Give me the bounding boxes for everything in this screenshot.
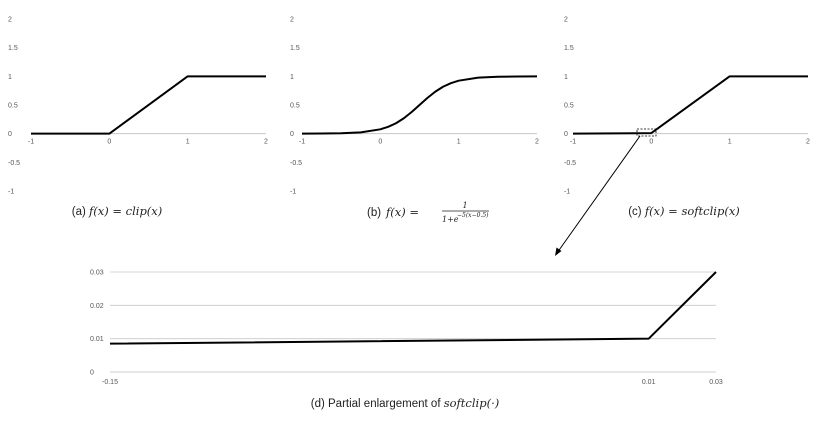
caption-softclip: (c) f(x) = softclip(x) [628, 204, 740, 218]
caption-sigmoid-formula: f(x) = [385, 205, 419, 219]
y-tick-label: 2 [8, 17, 12, 24]
caption-sigmoid-numerator: 1 [462, 201, 467, 210]
y-tick-label: 1 [290, 74, 294, 81]
x-tick-label: -1 [28, 139, 34, 146]
caption-softclip-formula: f(x) = softclip(x) [644, 204, 740, 218]
series-line [301, 75, 538, 135]
caption-enlargement-prefix: (d) Partial enlargement of [311, 398, 444, 410]
chart-panel-enlargement: 0 0.01 0.02 0.03 -0.15 0.01 0.03 [90, 270, 723, 387]
zoom-arrow [556, 135, 641, 254]
x-tick-label: 2 [264, 139, 268, 146]
x-tick-label: 1 [457, 139, 461, 146]
y-tick-label: -0.5 [564, 160, 576, 167]
series-line [31, 75, 266, 135]
y-tick-label: 2 [564, 17, 568, 24]
y-tick-label: 0.02 [90, 303, 104, 310]
chart-panel-sigmoid: -1 -0.5 0 0.5 1 1.5 2 -1 0 1 2 [290, 17, 539, 196]
x-tick-label: 0 [107, 139, 111, 146]
y-tick-label: -1 [564, 189, 570, 196]
y-tick-label: 1.5 [290, 45, 300, 52]
chart-panel-softclip: -1-0.500.511.52-1 0 1 2 [564, 17, 810, 196]
y-tick-label: 0 [8, 131, 12, 138]
caption-enlargement: (d) Partial enlargement of softclip(·) [311, 396, 499, 410]
zoom-region-box [636, 128, 657, 137]
caption-clip-prefix: (a) [72, 206, 89, 218]
caption-clip-formula: f(x) = clip(x) [88, 204, 162, 218]
y-tick-label: 0.5 [290, 103, 300, 110]
x-tick-label: 0.01 [642, 379, 656, 386]
x-tick-label: -1 [299, 139, 305, 146]
y-tick-label: 2 [290, 17, 294, 24]
series-line [109, 271, 717, 345]
y-tick-label: 0.03 [90, 270, 104, 277]
caption-sigmoid-exponent: −5(x−0.5) [457, 212, 489, 219]
y-tick-label: -0.5 [290, 160, 302, 167]
y-tick-label: 1 [8, 74, 12, 81]
x-tick-label: 1 [728, 139, 732, 146]
caption-sigmoid: (b) f(x) = 1 1+e −5(x−0.5) [367, 201, 489, 224]
y-tick-label: -1 [8, 189, 14, 196]
x-tick-label: 2 [806, 139, 810, 146]
y-tick-label: 0 [564, 131, 568, 138]
y-tick-label: 0 [290, 131, 294, 138]
y-tick-label: -1 [290, 189, 296, 196]
x-tick-label: 1 [186, 139, 190, 146]
y-tick-label: 0.01 [90, 336, 104, 343]
y-tick-label: 0.5 [564, 103, 574, 110]
x-tick-label: 2 [535, 139, 539, 146]
y-tick-label: 0 [90, 370, 94, 377]
series-line [572, 75, 808, 135]
chart-panel-clip: -1 -0.5 0 0.5 1 1.5 2 -1 0 1 2 [8, 17, 268, 196]
y-tick-label: 1.5 [564, 45, 574, 52]
x-tick-label: 0.03 [709, 379, 723, 386]
caption-enlargement-formula: softclip(·) [444, 396, 500, 410]
y-tick-label: 1 [564, 74, 568, 81]
caption-sigmoid-prefix: (b) [367, 207, 381, 219]
x-tick-label: -0.15 [102, 379, 118, 386]
x-tick-label: 0 [378, 139, 382, 146]
x-tick-label: -1 [570, 139, 576, 146]
y-tick-label: 1.5 [8, 45, 18, 52]
y-tick-label: -0.5 [8, 160, 20, 167]
caption-clip: (a) f(x) = clip(x) [72, 204, 163, 218]
caption-softclip-prefix: (c) [628, 206, 645, 218]
zoom-arrow-head [555, 247, 562, 256]
caption-sigmoid-denominator: 1+e [442, 215, 459, 224]
y-tick-label: 0.5 [8, 103, 18, 110]
x-tick-label: 0 [649, 139, 653, 146]
